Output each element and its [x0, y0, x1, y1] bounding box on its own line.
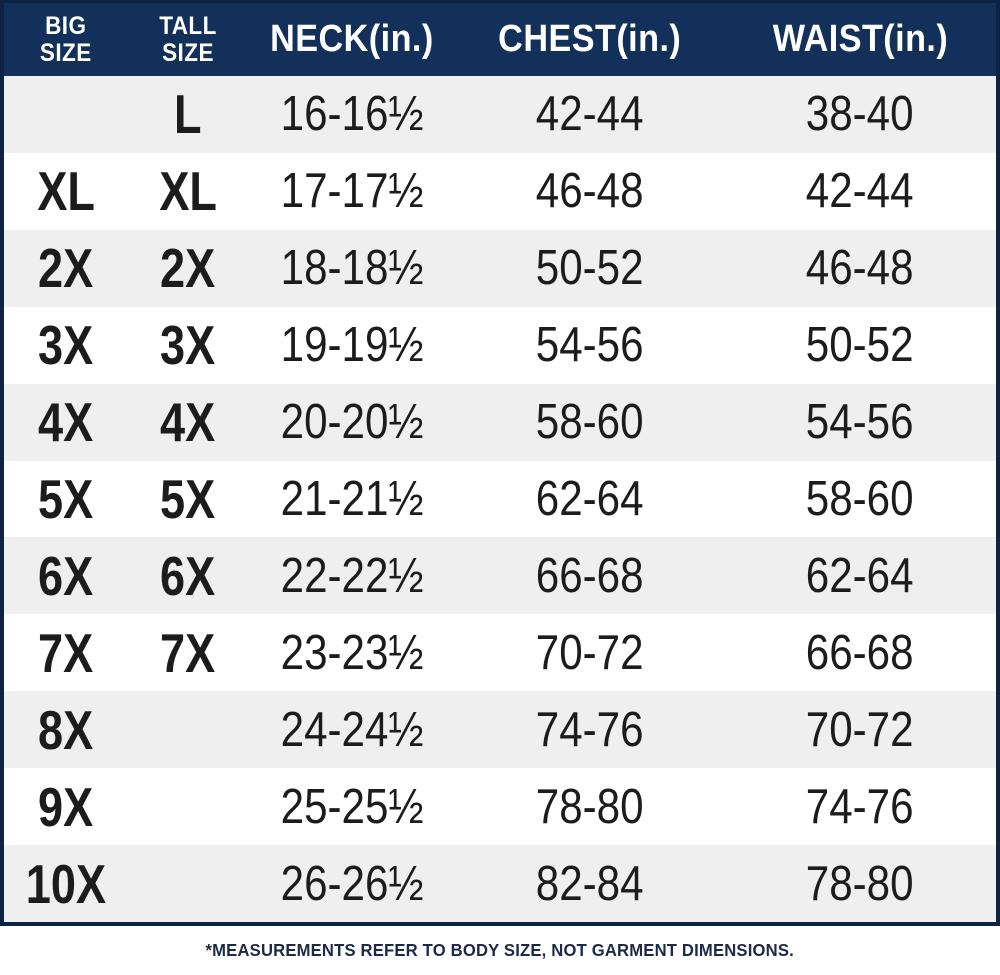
chest-cell: 74-76: [536, 702, 644, 757]
neck-cell: 21-21½: [280, 471, 424, 526]
big-size-cell: 4X: [38, 391, 94, 454]
neck-cell: 23-23½: [280, 625, 424, 680]
waist-cell: 54-56: [806, 395, 914, 450]
table-row: 4X 4X 20-20½ 58-60 54-56: [4, 383, 996, 461]
chest-cell: 62-64: [536, 471, 644, 526]
tall-size-cell: [128, 698, 248, 762]
measurements-footnote: *MEASUREMENTS REFER TO BODY SIZE, NOT GA…: [205, 940, 795, 960]
header-cell-neck: NECK(in.): [270, 18, 434, 60]
waist-cell: 66-68: [806, 625, 914, 680]
table-header-row: BIG SIZE TALL SIZE NECK(in.) CHEST(in.) …: [4, 3, 996, 76]
waist-cell: 74-76: [806, 779, 914, 834]
big-size-cell: 9X: [38, 775, 94, 838]
chest-cell: 54-56: [536, 318, 644, 373]
tall-size-cell: 3X: [160, 314, 216, 377]
neck-cell: 17-17½: [280, 164, 424, 219]
big-size-cell: 5X: [38, 467, 94, 530]
waist-cell: 58-60: [806, 471, 914, 526]
chest-cell: 70-72: [536, 625, 644, 680]
tall-size-cell: 7X: [160, 621, 216, 684]
big-size-cell: 6X: [38, 544, 94, 607]
footnote-area: *MEASUREMENTS REFER TO BODY SIZE, NOT GA…: [0, 926, 1000, 975]
neck-cell: 24-24½: [280, 702, 424, 757]
neck-cell: 25-25½: [280, 779, 424, 834]
neck-cell: 22-22½: [280, 548, 424, 603]
table-row: 5X 5X 21-21½ 62-64 58-60: [4, 460, 996, 538]
chest-cell: 46-48: [536, 164, 644, 219]
header-big-line1: BIG: [45, 11, 87, 40]
tall-size-cell: L: [174, 83, 202, 146]
chest-cell: 50-52: [536, 241, 644, 296]
table-row: 2X 2X 18-18½ 50-52 46-48: [4, 229, 996, 307]
chest-cell: 66-68: [536, 548, 644, 603]
tall-size-cell: 2X: [160, 237, 216, 300]
waist-cell: 78-80: [806, 856, 914, 911]
big-size-cell: 7X: [38, 621, 94, 684]
big-size-cell: 3X: [38, 314, 94, 377]
big-size-cell: 10X: [25, 852, 107, 915]
tall-size-cell: 5X: [160, 467, 216, 530]
big-size-cell: [4, 82, 128, 146]
waist-cell: 70-72: [806, 702, 914, 757]
big-size-cell: XL: [37, 160, 95, 223]
table-row: XL XL 17-17½ 46-48 42-44: [4, 152, 996, 230]
neck-cell: 26-26½: [280, 856, 424, 911]
header-tall-line1: TALL: [159, 11, 217, 40]
table-row: 8X 24-24½ 74-76 70-72: [4, 691, 996, 769]
tall-size-cell: [128, 775, 248, 839]
table-row: 9X 25-25½ 78-80 74-76: [4, 768, 996, 846]
chest-cell: 42-44: [536, 87, 644, 142]
table-row: 7X 7X 23-23½ 70-72 66-68: [4, 614, 996, 692]
table-body: L 16-16½ 42-44 38-40 XL XL 17-17½ 46-48 …: [4, 76, 996, 922]
waist-cell: 46-48: [806, 241, 914, 296]
size-table: BIG SIZE TALL SIZE NECK(in.) CHEST(in.) …: [0, 0, 1000, 926]
table-row: 6X 6X 22-22½ 66-68 62-64: [4, 537, 996, 615]
table-row: 3X 3X 19-19½ 54-56 50-52: [4, 306, 996, 384]
header-cell-waist: WAIST(in.): [772, 18, 948, 60]
big-size-cell: 2X: [38, 237, 94, 300]
header-cell-chest: CHEST(in.): [498, 18, 682, 60]
neck-cell: 19-19½: [280, 318, 424, 373]
tall-size-cell: XL: [159, 160, 217, 223]
header-cell-tall-size: TALL SIZE: [128, 11, 248, 67]
table-row: 10X 26-26½ 82-84 78-80: [4, 845, 996, 922]
tall-size-cell: 4X: [160, 391, 216, 454]
neck-cell: 16-16½: [280, 87, 424, 142]
waist-cell: 50-52: [806, 318, 914, 373]
chest-cell: 58-60: [536, 395, 644, 450]
header-big-line2: SIZE: [40, 38, 92, 67]
big-size-cell: 8X: [38, 698, 94, 761]
table-row: L 16-16½ 42-44 38-40: [4, 76, 996, 153]
chest-cell: 82-84: [536, 856, 644, 911]
tall-size-cell: 6X: [160, 544, 216, 607]
header-tall-line2: SIZE: [162, 38, 214, 67]
waist-cell: 38-40: [806, 87, 914, 142]
neck-cell: 18-18½: [280, 241, 424, 296]
chest-cell: 78-80: [536, 779, 644, 834]
waist-cell: 62-64: [806, 548, 914, 603]
neck-cell: 20-20½: [280, 395, 424, 450]
waist-cell: 42-44: [806, 164, 914, 219]
tall-size-cell: [128, 852, 248, 916]
header-cell-big-size: BIG SIZE: [4, 11, 128, 67]
